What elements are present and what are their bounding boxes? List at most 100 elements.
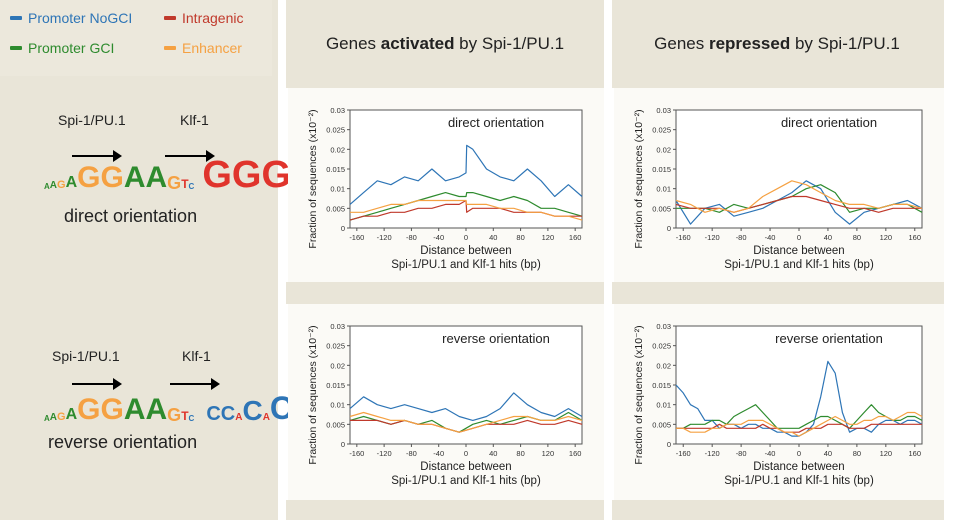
header-text: by Spi-1/PU.1 — [790, 34, 900, 53]
header-text: Genes — [654, 34, 709, 53]
x-tick-label: -40 — [433, 233, 444, 242]
plot-title: direct orientation — [448, 115, 544, 130]
y-tick-label: 0.02 — [330, 145, 345, 154]
left-panel-top — [0, 88, 286, 282]
x-tick-label: 80 — [853, 233, 861, 242]
x-tick-label: -120 — [705, 449, 720, 458]
x-tick-label: -160 — [676, 449, 691, 458]
x-tick-label: 0 — [464, 233, 468, 242]
y-tick-label: 0.03 — [656, 106, 671, 115]
x-tick-label: 120 — [542, 233, 555, 242]
x-axis-label: Spi-1/PU.1 and Klf-1 hits (bp) — [724, 475, 874, 487]
x-tick-label: -40 — [765, 233, 776, 242]
legend-item-promoter-gci: Promoter GCI — [10, 40, 114, 56]
series-line-enhancer — [675, 180, 923, 213]
y-tick-label: 0.01 — [330, 185, 345, 194]
y-tick-label: 0.025 — [326, 126, 345, 135]
column-divider-left2 — [278, 0, 286, 520]
spi-label: Spi-1/PU.1 — [58, 112, 126, 128]
series-line-enhancer — [676, 411, 923, 437]
y-tick-label: 0.02 — [330, 361, 345, 370]
y-tick-label: 0 — [667, 224, 671, 233]
x-axis-label: Distance between — [753, 245, 844, 257]
legend-label: Promoter NoGCI — [28, 10, 133, 26]
column-divider-left — [604, 0, 612, 520]
klf-label: Klf-1 — [182, 348, 211, 364]
y-tick-label: 0.015 — [652, 381, 671, 390]
legend-swatch — [10, 16, 22, 20]
row-separator — [0, 282, 964, 304]
series-line-promoter-nogci — [349, 392, 583, 422]
x-tick-label: 40 — [824, 449, 832, 458]
chart-activated-reverse: 0 0.005 0.01 0.015 0.02 0.025 0.03 -160 -120 -80 -… — [288, 304, 604, 500]
x-tick-label: -80 — [406, 233, 417, 242]
orientation-label: reverse orientation — [48, 432, 198, 452]
footer-band — [0, 500, 964, 520]
y-tick-label: 0.03 — [656, 322, 671, 331]
series-line-enhancer — [349, 411, 583, 433]
x-tick-label: -40 — [433, 449, 444, 458]
y-tick-label: 0.025 — [652, 342, 671, 351]
arrow-right-icon — [165, 150, 215, 162]
y-tick-label: 0.03 — [330, 322, 345, 331]
y-axis-label: Fraction of sequences (x10⁻²) — [307, 325, 319, 464]
y-tick-label: 0.005 — [326, 420, 345, 429]
y-tick-label: 0 — [341, 224, 345, 233]
chart-repressed-reverse: 0 0.005 0.01 0.015 0.02 0.025 0.03 -160 -120 -80 -… — [614, 304, 944, 500]
x-axis-label: Distance between — [420, 461, 511, 473]
legend-item-intragenic: Intragenic — [164, 10, 243, 26]
y-tick-label: 0.015 — [326, 165, 345, 174]
legend-label: Enhancer — [182, 40, 242, 56]
y-tick-label: 0 — [341, 440, 345, 449]
x-tick-label: -160 — [349, 449, 364, 458]
y-tick-label: 0.005 — [652, 204, 671, 213]
x-tick-label: -120 — [705, 233, 720, 242]
x-tick-label: 120 — [542, 449, 555, 458]
x-tick-label: 0 — [797, 233, 801, 242]
arrow-right-icon — [72, 378, 122, 390]
x-tick-label: 120 — [880, 449, 893, 458]
arrow-right-icon — [72, 150, 122, 162]
x-tick-label: 120 — [880, 233, 893, 242]
x-tick-label: -80 — [736, 233, 747, 242]
x-tick-label: 160 — [909, 449, 922, 458]
series-line-promoter-nogci — [349, 144, 583, 205]
x-tick-label: -120 — [377, 449, 392, 458]
legend-item-promoter-nogci: Promoter NoGCI — [10, 10, 132, 26]
x-tick-label: 160 — [569, 233, 582, 242]
klf-label: Klf-1 — [180, 112, 209, 128]
x-tick-label: -160 — [676, 233, 691, 242]
legend-label: Promoter GCI — [28, 40, 115, 56]
plot-title: reverse orientation — [442, 331, 550, 346]
series-line-intragenic — [675, 195, 922, 213]
legend-item-enhancer: Enhancer — [164, 40, 242, 56]
header-text: Genes — [325, 34, 381, 53]
series-line-intragenic — [676, 423, 922, 433]
header-bold: repressed — [708, 34, 791, 53]
y-tick-label: 0.015 — [326, 381, 345, 390]
header-activated: Genes activated by Spi-1/PU.1 — [288, 34, 602, 54]
x-tick-label: 160 — [909, 233, 922, 242]
y-tick-label: 0.01 — [330, 401, 345, 410]
x-axis-label: Spi-1/PU.1 and Klf-1 hits (bp) — [724, 259, 874, 271]
x-tick-label: -80 — [406, 449, 417, 458]
x-axis-label: Distance between — [420, 245, 511, 257]
x-tick-label: 40 — [824, 233, 832, 242]
legend: Promoter NoGCI Intragenic Promoter GCI E… — [0, 0, 272, 76]
x-axis-label: Spi-1/PU.1 and Klf-1 hits (bp) — [391, 259, 541, 271]
y-axis-label: Fraction of sequences (x10⁻²) — [633, 109, 645, 248]
y-tick-label: 0.01 — [656, 401, 671, 410]
series-line-promoter-gci — [676, 404, 923, 429]
chart-repressed-direct: 0 0.005 0.01 0.015 0.02 0.025 0.03 -160 -120 -80 -… — [614, 88, 944, 282]
header-bold: activated — [380, 34, 455, 53]
series-line-enhancer — [350, 199, 583, 221]
y-tick-label: 0.025 — [652, 126, 671, 135]
x-axis-label: Distance between — [753, 461, 844, 473]
y-tick-label: 0.02 — [656, 361, 671, 370]
x-tick-label: 40 — [489, 233, 497, 242]
x-tick-label: 80 — [516, 449, 524, 458]
x-tick-label: 0 — [464, 449, 468, 458]
chart-activated-direct: 0 0.005 0.01 0.015 0.02 0.025 0.03 -160 -120 -80 -… — [288, 88, 604, 282]
y-tick-label: 0.005 — [652, 420, 671, 429]
x-tick-label: -80 — [736, 449, 747, 458]
